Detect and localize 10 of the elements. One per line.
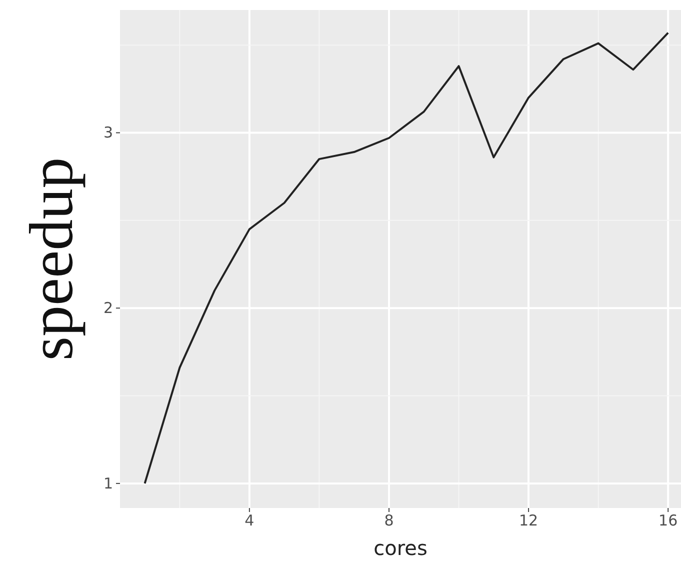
x-tick-label: 12: [518, 512, 538, 530]
x-tick-label: 4: [244, 512, 254, 530]
y-tick-label: 2: [103, 298, 113, 317]
y-tick-label: 1: [103, 474, 113, 492]
line-series: [144, 32, 670, 484]
x-tick-label: 16: [658, 512, 678, 530]
x-tick-label: 8: [384, 512, 394, 530]
y-axis-title: speedup: [18, 157, 86, 361]
y-tick-label: 3: [103, 124, 113, 142]
x-axis-title: cores: [374, 536, 428, 560]
